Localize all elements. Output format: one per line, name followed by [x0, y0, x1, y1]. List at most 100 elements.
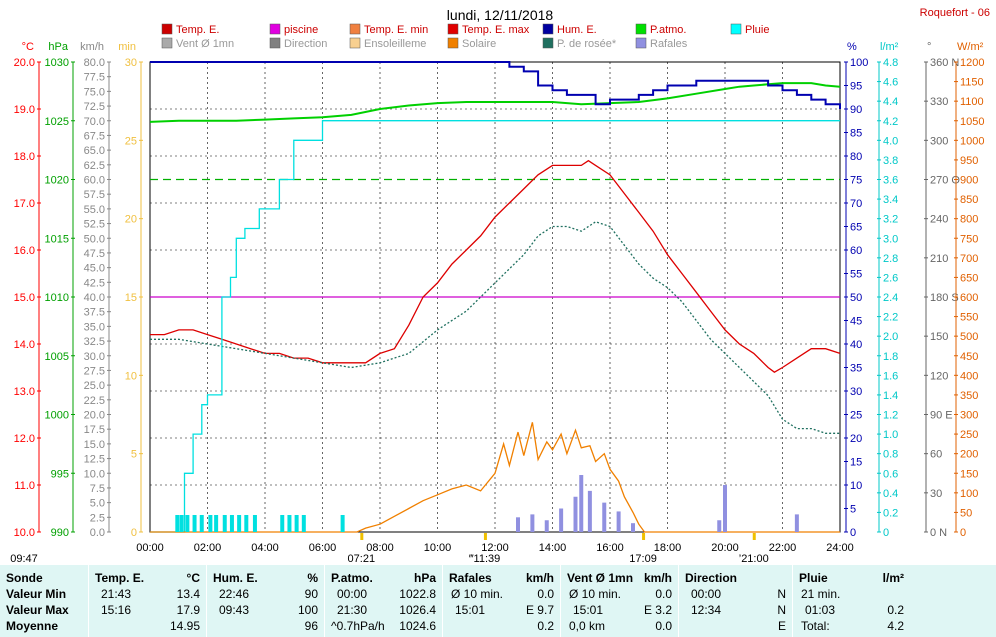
rain-bar [222, 515, 227, 532]
legend-label: Pluie [745, 24, 769, 36]
legend-label: Direction [284, 38, 327, 50]
y-tick-label: 1015 [45, 233, 69, 245]
stats-col-vent: Vent Ø 1mn km/h Ø 10 min. 0.0 15:01 E 3.… [561, 565, 679, 637]
x-tick-label: 10:00 [424, 542, 452, 554]
y-tick-label: 55 [850, 269, 862, 281]
axis-unit-label: l/m² [880, 41, 899, 53]
y-tick-label: 1010 [45, 292, 69, 304]
y-tick-label: 42.5 [84, 277, 105, 289]
y-tick-label: 75.0 [84, 86, 105, 98]
chart-title: lundi, 12/11/2018 [447, 7, 554, 23]
legend-label: Temp. E. max [462, 24, 530, 36]
y-tick-label: 20 [125, 214, 137, 226]
temp-min-time: 21:43 [101, 587, 132, 601]
y-tick-label: 4.4 [883, 96, 898, 108]
legend-label: Vent Ø 1mn [176, 38, 234, 50]
stats-unit-pluie: l/m² [882, 571, 904, 585]
y-tick-label: 27.5 [84, 365, 105, 377]
series-line-hum-e [150, 61, 841, 109]
y-tick-label: 0 [131, 527, 137, 539]
y-tick-label: 1000 [45, 410, 69, 422]
y-tick-label: 1030 [45, 57, 69, 69]
y-tick-label: 4.2 [883, 116, 898, 128]
y-tick-label: 32.5 [84, 336, 105, 348]
legend-swatch [447, 37, 459, 49]
gust-bar [723, 485, 727, 532]
patmo-avg-value: 1024.6 [399, 619, 436, 633]
y-tick-label: 14.0 [14, 339, 35, 351]
y-tick-label: 240 [930, 214, 948, 226]
axis-unit-label: W/m² [957, 41, 984, 53]
vent-max-time: 15:01 [573, 603, 604, 617]
stats-unit-vent: km/h [643, 571, 672, 585]
y-tick-label: 60 [850, 245, 862, 257]
direction-min-value: N [777, 587, 786, 601]
vent-min-label: Ø 10 min. [569, 587, 622, 601]
axis-unit-label: km/h [80, 41, 104, 53]
y-tick-label: 0.0 [90, 527, 105, 539]
rain-bar [229, 515, 234, 532]
y-tick-label: 20 [850, 433, 862, 445]
y-tick-label: 1025 [45, 116, 69, 128]
y-tick-label: 50 [850, 292, 862, 304]
rain-bar [185, 515, 190, 532]
axes: 00:00 02:00 04:00 06:00 08:00 10:00 12:00 14:00… [14, 41, 985, 554]
y-tick-label: 65.0 [84, 145, 105, 157]
y-tick-label: 450 [960, 351, 978, 363]
y-tick-label: 80 [850, 151, 862, 163]
y-tick-label: 0 [850, 527, 856, 539]
y-tick-label: 35.0 [84, 321, 105, 333]
y-tick-label: 5.0 [90, 498, 105, 510]
y-tick-label: 4.0 [883, 135, 898, 147]
y-tick-label: 1005 [45, 351, 69, 363]
y-tick-label: 60.0 [84, 175, 105, 187]
y-tick-label: 15 [125, 292, 137, 304]
gust-bar [602, 502, 607, 532]
series-area [149, 61, 841, 533]
y-tick-label: 200 [960, 449, 978, 461]
legend-swatch [269, 23, 281, 35]
stats-table: Sonde Valeur Min Valeur Max Moyenne Temp… [0, 565, 996, 637]
y-tick-label: 5 [131, 449, 137, 461]
stats-col-hum: Hum. E. % 22:46 90 09:43 100 96 [207, 565, 325, 637]
axis-unit-label: % [847, 41, 857, 53]
y-tick-label: 1.6 [883, 370, 898, 382]
legend-label: Rafales [650, 38, 688, 50]
y-tick-label: 12.5 [84, 454, 105, 466]
rain-bar [214, 515, 219, 532]
rain-bar [340, 515, 345, 532]
event-marker [483, 533, 487, 540]
y-tick-label: 67.5 [84, 130, 105, 142]
y-tick-label: 3.6 [883, 175, 898, 187]
temp-max-time: 15:16 [101, 603, 132, 617]
x-tick-label: 22:00 [769, 542, 797, 554]
y-tick-label: 10.0 [14, 527, 35, 539]
y-tick-label: 20.0 [14, 57, 35, 69]
direction-min-time: 00:00 [691, 587, 722, 601]
y-tick-label: 19.0 [14, 104, 35, 116]
stats-col-temp: Temp. E. °C 21:43 13.4 15:16 17.9 14.95 [89, 565, 207, 637]
vent-distance: 0,0 km [569, 619, 606, 633]
y-tick-label: 11.0 [14, 480, 35, 492]
y-tick-label: 750 [960, 233, 978, 245]
stats-unit-temp: °C [186, 571, 200, 585]
rafales-max-value: E 9.7 [525, 603, 554, 617]
y-tick-label: 600 [960, 292, 978, 304]
pluie-max-time: 01:03 [805, 603, 836, 617]
legend-label: Ensoleilleme [364, 38, 426, 50]
y-tick-label: 55.0 [84, 204, 105, 216]
legend: Temp. E. piscine Temp. E. min Temp. E. max H… [161, 23, 769, 50]
event-marker [360, 533, 364, 540]
y-tick-label: 16.0 [14, 245, 35, 257]
y-tick-label: 2.8 [883, 253, 898, 265]
stats-header-patmo: P.atmo. [331, 571, 373, 585]
y-tick-label: 25 [850, 410, 862, 422]
x-tick-label: 06:00 [309, 542, 337, 554]
x-tick-label: 24:00 [826, 542, 854, 554]
y-tick-label: 2.4 [883, 292, 898, 304]
gust-bar [616, 511, 621, 532]
y-tick-label: 18.0 [14, 151, 35, 163]
pluie-total-value: 4.2 [887, 619, 904, 633]
gust-bar [559, 508, 564, 532]
rafales-min-label: Ø 10 min. [451, 587, 504, 601]
